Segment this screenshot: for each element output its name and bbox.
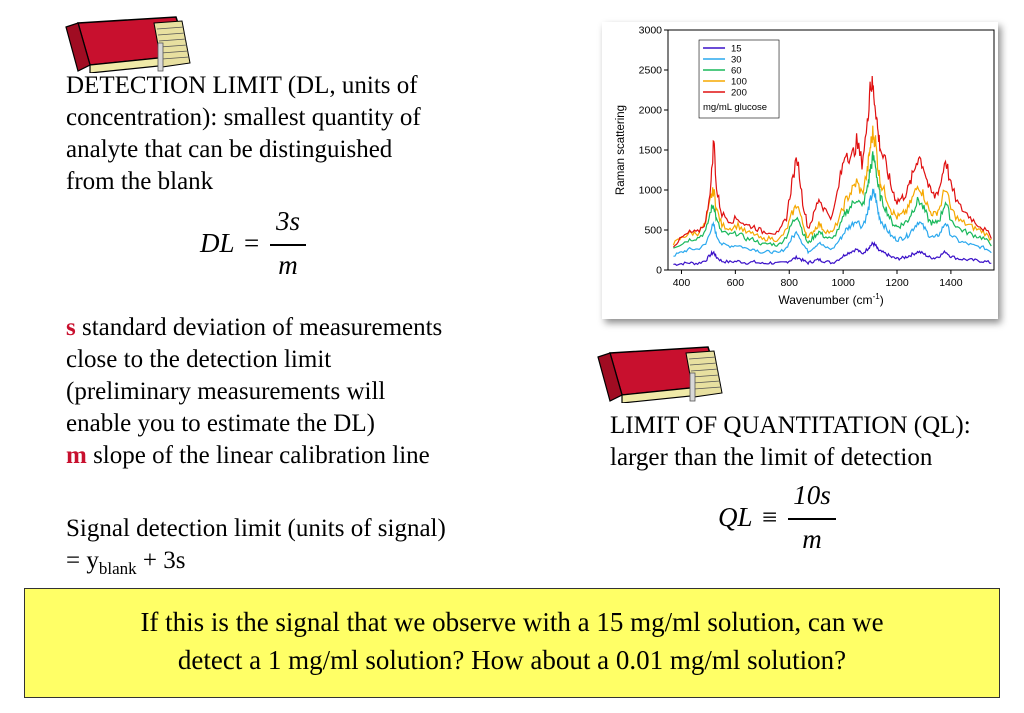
x-tick-label: 1400 (939, 277, 963, 289)
series-line-30 (673, 188, 992, 257)
y-tick-label: 2500 (639, 65, 663, 77)
y-tick-label: 1500 (639, 145, 663, 157)
dl-definition-line: analyte that can be distinguished (66, 136, 393, 163)
series-line-60 (673, 151, 992, 249)
formula-denominator: m (278, 250, 298, 280)
signal-limit-formula: = yblank + 3s (66, 545, 586, 585)
blank-subscript: blank (98, 559, 137, 578)
formula-operator: ≡ (762, 502, 778, 532)
book-icon (65, 16, 191, 73)
x-tick-label: 400 (673, 277, 691, 289)
legend-box (698, 39, 780, 119)
y-axis-label: Raman scattering (615, 105, 627, 195)
ql-definition-line: larger than the limit of detection (610, 444, 933, 471)
question-line: If this is the signal that we observe wi… (140, 607, 884, 637)
fraction-bar (788, 518, 836, 520)
dl-definition-line: concentration): smallest quantity of (66, 104, 421, 131)
series-line-15 (673, 241, 992, 266)
ql-heading: LIMIT OF QUANTITATION (QL): (610, 412, 971, 439)
series-line-100 (672, 125, 992, 246)
s-definition: s standard deviation of measurements (66, 312, 586, 344)
y-tick-label: 0 (656, 265, 662, 277)
s-definition-line: enable you to estimate the DL) (66, 410, 375, 437)
y-tick-label: 3000 (639, 25, 663, 37)
m-definition-text: slope of the linear calibration line (86, 442, 430, 469)
formula-numerator: 3s (275, 206, 300, 236)
m-symbol: m (66, 442, 87, 469)
x-axis-label: Wavenumber (cm-1) (778, 292, 883, 307)
y-tick-label: 1000 (639, 185, 663, 197)
signal-formula-end: + 3s (136, 547, 186, 574)
legend-entry: 100 (731, 77, 747, 88)
dl-formula: DL = 3s m (200, 206, 320, 286)
book-icon (597, 346, 723, 403)
s-symbol: s (66, 314, 76, 341)
formula-operator: = (244, 228, 260, 258)
legend-entry: 15 (731, 44, 742, 55)
s-definition-line: close to the detection limit (66, 346, 332, 373)
signal-limit-line: Signal detection limit (units of signal) (66, 515, 446, 542)
legend-entry: 30 (731, 55, 742, 66)
question-box: If this is the signal that we observe wi… (24, 588, 1000, 698)
y-tick-label: 2000 (639, 105, 663, 117)
x-tick-label: 600 (727, 277, 745, 289)
dl-heading: DETECTION LIMIT (DL, units of (66, 72, 418, 99)
m-definition: m slope of the linear calibration line (66, 440, 586, 472)
legend-entry: 200 (731, 88, 747, 99)
ql-formula: QL ≡ 10s m (718, 480, 848, 560)
fraction-bar (270, 244, 306, 246)
formula-lhs: QL (718, 502, 753, 532)
legend-entry: 60 (731, 66, 742, 77)
formula-denominator: m (802, 524, 822, 554)
raman-chart-svg: 0 500 1000 1500 2000 2500 3000 400 600 800 1000 120… (615, 25, 995, 307)
question-line: detect a 1 mg/ml solution? How about a 0… (177, 645, 847, 675)
s-definition-line: (preliminary measurements will (66, 378, 386, 405)
x-tick-label: 800 (780, 277, 798, 289)
formula-lhs: DL (200, 228, 235, 258)
x-tick-label: 1200 (885, 277, 909, 289)
dl-definition-line: from the blank (66, 168, 214, 195)
s-definition-text: standard deviation of measurements (75, 314, 443, 341)
raman-chart: 0 500 1000 1500 2000 2500 3000 400 600 800 1000 120… (602, 22, 998, 319)
legend-title: mg/mL glucose (703, 102, 767, 113)
x-tick-label: 1000 (831, 277, 855, 289)
series-line-200 (672, 75, 992, 248)
signal-formula-start: = y (66, 547, 99, 574)
formula-numerator: 10s (793, 480, 831, 510)
y-tick-label: 500 (644, 225, 662, 237)
